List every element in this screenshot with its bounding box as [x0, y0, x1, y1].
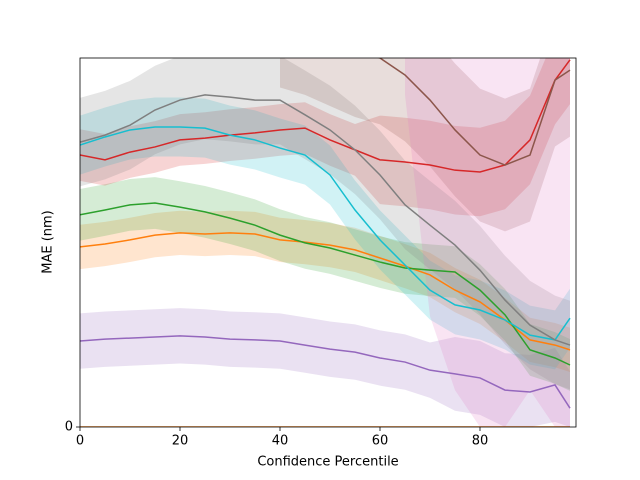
x-tick-label: 40 — [272, 434, 289, 449]
series-line — [80, 202, 571, 366]
plot-frame — [79, 57, 577, 428]
confidence-band — [80, 177, 570, 391]
confidence-band — [80, 97, 570, 370]
series-line — [377, 58, 571, 166]
bands — [80, 58, 570, 427]
confidence-band — [280, 58, 570, 232]
confidence-band — [80, 210, 570, 373]
x-tick-label: 80 — [472, 434, 489, 449]
series-line — [80, 94, 571, 346]
series-line — [80, 335, 571, 409]
x-tick-label: 0 — [76, 434, 84, 449]
series-line — [80, 232, 571, 351]
y-axis-label: MAE (nm) — [41, 210, 56, 274]
x-tick-label: 60 — [372, 434, 389, 449]
series-line — [80, 59, 571, 173]
confidence-band — [80, 308, 570, 427]
y-tick-label: 0 — [65, 420, 73, 435]
x-axis-label: Confidence Percentile — [257, 455, 398, 470]
lines — [80, 58, 571, 427]
confidence-band — [80, 58, 570, 390]
series-line — [80, 126, 571, 341]
x-tick-label: 20 — [172, 434, 189, 449]
